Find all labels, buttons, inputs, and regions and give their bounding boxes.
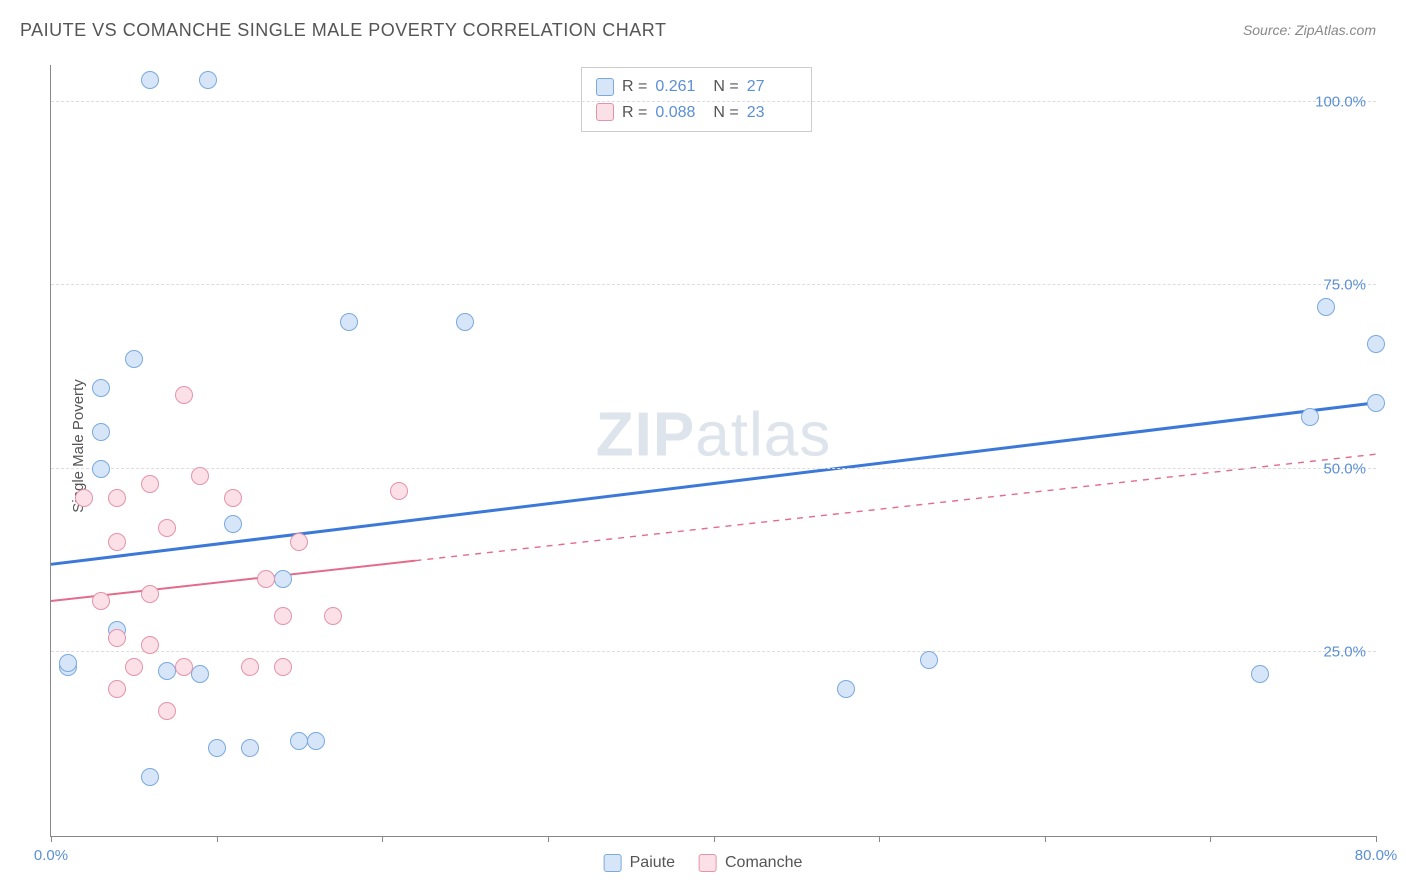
trend-lines-layer (51, 65, 1376, 836)
watermark: ZIPatlas (596, 400, 831, 471)
legend-swatch (596, 103, 614, 121)
data-point (241, 739, 259, 757)
x-tick (51, 836, 52, 842)
data-point (199, 71, 217, 89)
data-point (92, 592, 110, 610)
legend-label: Comanche (725, 854, 802, 872)
data-point (141, 585, 159, 603)
data-point (108, 680, 126, 698)
n-label: N = (713, 100, 738, 126)
x-tick-label: 80.0% (1355, 847, 1398, 864)
data-point (274, 607, 292, 625)
data-point (224, 489, 242, 507)
data-point (340, 313, 358, 331)
x-tick (382, 836, 383, 842)
data-point (837, 680, 855, 698)
data-point (274, 658, 292, 676)
legend-label: Paiute (630, 854, 675, 872)
gridline (51, 468, 1376, 469)
legend-stats-box: R = 0.261 N = 27 R = 0.088 N = 23 (581, 67, 812, 132)
source-attribution: Source: ZipAtlas.com (1243, 22, 1376, 38)
data-point (390, 482, 408, 500)
data-point (290, 732, 308, 750)
legend-swatch (604, 854, 622, 872)
data-point (324, 607, 342, 625)
n-label: N = (713, 74, 738, 100)
data-point (191, 467, 209, 485)
data-point (141, 475, 159, 493)
data-point (108, 629, 126, 647)
data-point (92, 379, 110, 397)
x-tick (1045, 836, 1046, 842)
legend-stats-row: R = 0.261 N = 27 (596, 74, 797, 100)
data-point (274, 570, 292, 588)
legend-stats-row: R = 0.088 N = 23 (596, 100, 797, 126)
x-tick (714, 836, 715, 842)
data-point (1367, 394, 1385, 412)
data-point (307, 732, 325, 750)
data-point (125, 350, 143, 368)
chart-title: PAIUTE VS COMANCHE SINGLE MALE POVERTY C… (20, 20, 666, 41)
y-tick-label: 25.0% (1323, 644, 1366, 661)
data-point (141, 636, 159, 654)
data-point (175, 658, 193, 676)
data-point (141, 768, 159, 786)
legend-swatch (596, 78, 614, 96)
data-point (241, 658, 259, 676)
x-tick (1210, 836, 1211, 842)
data-point (141, 71, 159, 89)
gridline (51, 651, 1376, 652)
data-point (224, 515, 242, 533)
data-point (59, 654, 77, 672)
y-tick-label: 100.0% (1315, 93, 1366, 110)
data-point (290, 533, 308, 551)
data-point (456, 313, 474, 331)
data-point (125, 658, 143, 676)
n-value: 23 (747, 100, 797, 126)
data-point (1367, 335, 1385, 353)
data-point (158, 662, 176, 680)
r-label: R = (622, 74, 647, 100)
data-point (108, 489, 126, 507)
r-value: 0.088 (655, 100, 705, 126)
x-tick-label: 0.0% (34, 847, 68, 864)
data-point (920, 651, 938, 669)
x-tick (1376, 836, 1377, 842)
data-point (191, 665, 209, 683)
bottom-legend: Paiute Comanche (604, 854, 803, 872)
x-tick (217, 836, 218, 842)
y-tick-label: 75.0% (1323, 277, 1366, 294)
data-point (208, 739, 226, 757)
data-point (1301, 408, 1319, 426)
plot-area: ZIPatlas R = 0.261 N = 27 R = 0.088 N = 23 25.0… (50, 65, 1376, 837)
r-value: 0.261 (655, 74, 705, 100)
r-label: R = (622, 100, 647, 126)
legend-swatch (699, 854, 717, 872)
x-tick (879, 836, 880, 842)
data-point (92, 423, 110, 441)
n-value: 27 (747, 74, 797, 100)
data-point (158, 702, 176, 720)
x-tick (548, 836, 549, 842)
data-point (175, 386, 193, 404)
data-point (75, 489, 93, 507)
data-point (1251, 665, 1269, 683)
data-point (1317, 298, 1335, 316)
gridline (51, 101, 1376, 102)
data-point (92, 460, 110, 478)
data-point (158, 519, 176, 537)
legend-item: Paiute (604, 854, 675, 872)
data-point (108, 533, 126, 551)
gridline (51, 284, 1376, 285)
legend-item: Comanche (699, 854, 802, 872)
y-tick-label: 50.0% (1323, 460, 1366, 477)
data-point (257, 570, 275, 588)
